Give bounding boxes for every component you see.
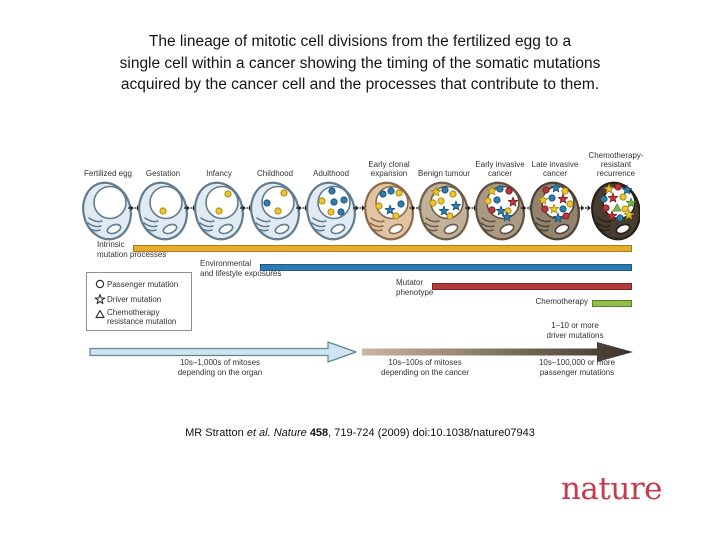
legend-label-passenger: Passenger mutation xyxy=(107,279,179,289)
stage-label-fertilized-egg: Fertilized egg xyxy=(83,169,133,178)
citation-authors: MR Stratton xyxy=(185,427,247,439)
stage-label-gestation: Gestation xyxy=(145,169,181,178)
cell-stage-9 xyxy=(530,181,580,241)
stage-label-late-invasive-cancer: Late invasive cancer xyxy=(531,160,579,178)
environment-exposures-bar xyxy=(260,264,632,271)
driver-mutations-line2: driver mutations xyxy=(546,330,604,340)
cell-stage-1 xyxy=(82,181,132,241)
cell-stage-3 xyxy=(194,181,244,241)
driver-mutations-annotation: 1–10 or more driver mutations xyxy=(495,321,655,340)
slide-title: The lineage of mitotic cell divisions fr… xyxy=(40,31,680,96)
stage-label-childhood: Childhood xyxy=(256,169,294,178)
citation-journal: et al. Nature xyxy=(246,427,310,439)
intrinsic-mutation-bar xyxy=(133,245,632,252)
slide-title-line1: The lineage of mitotic cell divisions fr… xyxy=(148,33,572,50)
mutation-legend: Passenger mutation Driver mutation Chemo… xyxy=(86,272,192,331)
chemotherapy-resistance-mutation-icon xyxy=(92,308,107,320)
cell-stage-4 xyxy=(250,181,300,241)
mutator-bar-label: Mutator phenotype xyxy=(396,278,433,297)
organ-mitoses-line1: 10s–1,000s of mitoses xyxy=(179,358,261,367)
chemotherapy-bar-label: Chemotherapy xyxy=(535,297,588,306)
stage-label-chemo-resistant-recurrence: Chemotherapy-resistant recurrence xyxy=(588,151,644,178)
cancer-mitoses-arrow xyxy=(362,342,633,362)
intrinsic-label-line2: mutation processes xyxy=(97,249,167,259)
cancer-mitoses-line2: depending on the cancer xyxy=(380,367,470,377)
cell-stage-7 xyxy=(419,181,469,241)
legend-label-chemo-resistance: Chemotherapy resistance mutation xyxy=(107,308,177,326)
organ-mitoses-arrow xyxy=(89,341,357,363)
environment-label-line2: and lifestyle exposures xyxy=(200,268,282,278)
citation-volume: 458 xyxy=(309,427,329,439)
cell-lineage-diagram xyxy=(82,181,640,241)
cell-stage-10 xyxy=(591,181,640,241)
chemotherapy-bar xyxy=(592,300,632,307)
stage-label-infancy: Infancy xyxy=(206,169,232,178)
cancer-mitoses-annotation: 10s–100s of mitoses depending on the can… xyxy=(325,358,525,377)
passenger-mutation-icon xyxy=(92,278,107,290)
legend-row-passenger: Passenger mutation xyxy=(92,278,188,290)
intrinsic-label-line1: Intrinsic xyxy=(97,240,125,249)
organ-mitoses-annotation: 10s–1,000s of mitoses depending on the o… xyxy=(120,358,320,377)
stage-label-early-invasive-cancer: Early invasive cancer xyxy=(475,160,525,178)
mutator-label-line1: Mutator xyxy=(396,278,424,287)
mutator-label-line2: phenotype xyxy=(396,287,434,297)
slide-title-line2: single cell within a cancer showing the … xyxy=(119,54,601,72)
cell-stage-8 xyxy=(475,181,525,241)
nature-logo: nature xyxy=(560,471,663,507)
passenger-mutations-annotation: 10s–100,000 or more passenger mutations xyxy=(487,358,667,377)
legend-row-driver: Driver mutation xyxy=(92,293,188,305)
timeline-arrows xyxy=(89,341,633,363)
passenger-mutations-line2: passenger mutations xyxy=(539,367,615,377)
division-arrow-5 xyxy=(353,205,366,211)
driver-mutation-icon xyxy=(92,293,107,305)
legend-label-driver: Driver mutation xyxy=(107,294,162,304)
cancer-mitoses-line1: 10s–100s of mitoses xyxy=(388,358,462,367)
citation: MR Stratton et al. Nature 458, 719-724 (… xyxy=(0,427,720,439)
stage-label-benign-tumour: Benign tumour xyxy=(417,169,471,178)
environment-label-line1: Environmental xyxy=(200,259,252,268)
stage-label-early-clonal-expansion: Early clonal expansion xyxy=(368,160,410,178)
cell-stage-6 xyxy=(364,181,414,241)
environment-bar-label: Environmental and lifestyle exposures xyxy=(200,259,281,278)
citation-pages-doi: , 719-724 (2009) doi:10.1038/nature07943 xyxy=(328,427,535,439)
mutator-phenotype-bar xyxy=(432,283,632,290)
organ-mitoses-line2: depending on the organ xyxy=(177,367,263,377)
cell-stage-5 xyxy=(306,181,356,241)
passenger-mutations-line1: 10s–100,000 or more xyxy=(538,358,616,367)
division-arrow-9 xyxy=(578,205,591,211)
cell-stage-2 xyxy=(138,181,188,241)
driver-mutations-line1: 1–10 or more xyxy=(551,321,599,330)
intrinsic-mutation-bar-label: Intrinsic mutation processes xyxy=(97,240,166,259)
slide-title-line3: acquired by the cancer cell and the proc… xyxy=(120,76,600,93)
legend-row-chemo-resistance: Chemotherapy resistance mutation xyxy=(92,308,188,326)
stage-label-adulthood: Adulthood xyxy=(312,169,350,178)
